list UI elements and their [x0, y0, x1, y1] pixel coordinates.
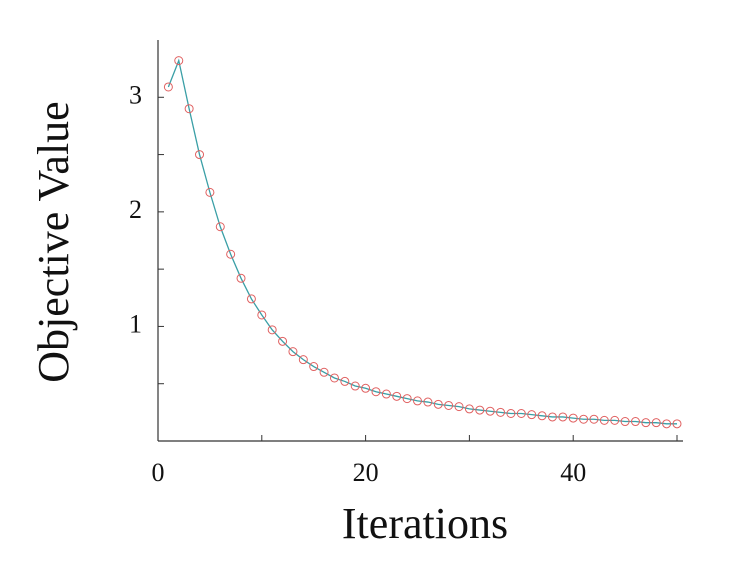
data-point	[267, 325, 277, 335]
data-point	[381, 389, 391, 399]
x-tick-label: 20	[353, 458, 379, 487]
data-point	[361, 383, 371, 393]
y-tick-label: 1	[129, 309, 142, 338]
data-point	[589, 414, 599, 424]
data-point	[205, 187, 215, 197]
data-point	[630, 417, 640, 427]
data-point	[464, 404, 474, 414]
data-point	[444, 400, 454, 410]
series-line	[167, 58, 677, 425]
x-axis-label: Iterations	[342, 499, 508, 548]
data-point	[392, 391, 402, 401]
data-point	[257, 310, 267, 320]
data-point	[662, 419, 672, 429]
data-point	[454, 402, 464, 412]
data-point	[329, 373, 339, 383]
data-point	[651, 418, 661, 428]
y-tick-label: 3	[129, 80, 142, 109]
data-point	[527, 410, 537, 420]
data-point	[423, 397, 433, 407]
data-point	[184, 104, 194, 114]
y-tick-label: 2	[129, 195, 142, 224]
data-point	[610, 415, 620, 425]
data-point	[413, 396, 422, 406]
data-point	[475, 405, 485, 415]
data-point	[496, 407, 506, 417]
data-point	[402, 394, 412, 404]
data-point	[288, 347, 298, 357]
data-point	[174, 56, 184, 66]
data-point	[579, 414, 589, 424]
data-point	[506, 409, 516, 419]
data-point	[599, 415, 609, 425]
data-point	[558, 412, 568, 422]
data-point	[641, 418, 651, 428]
data-point	[485, 406, 495, 416]
data-point	[309, 362, 319, 372]
data-point	[226, 249, 236, 259]
data-point	[163, 82, 173, 92]
data-point	[672, 419, 682, 429]
x-tick-label: 0	[152, 458, 165, 487]
data-point	[433, 399, 443, 409]
data-point	[246, 294, 256, 304]
data-point	[537, 411, 547, 421]
data-point	[568, 413, 578, 423]
x-tick-label: 40	[560, 458, 586, 487]
data-point	[298, 355, 308, 365]
data-point	[350, 381, 360, 391]
data-point	[236, 273, 246, 283]
data-point	[278, 336, 288, 346]
data-point	[516, 409, 526, 419]
data-point	[340, 376, 350, 386]
data-point	[215, 222, 225, 232]
data-point	[371, 387, 381, 397]
data-point	[319, 367, 329, 377]
data-point	[195, 150, 205, 160]
y-axis-label: Objective Value	[29, 101, 78, 382]
data-point	[620, 417, 630, 427]
data-point	[547, 412, 557, 422]
